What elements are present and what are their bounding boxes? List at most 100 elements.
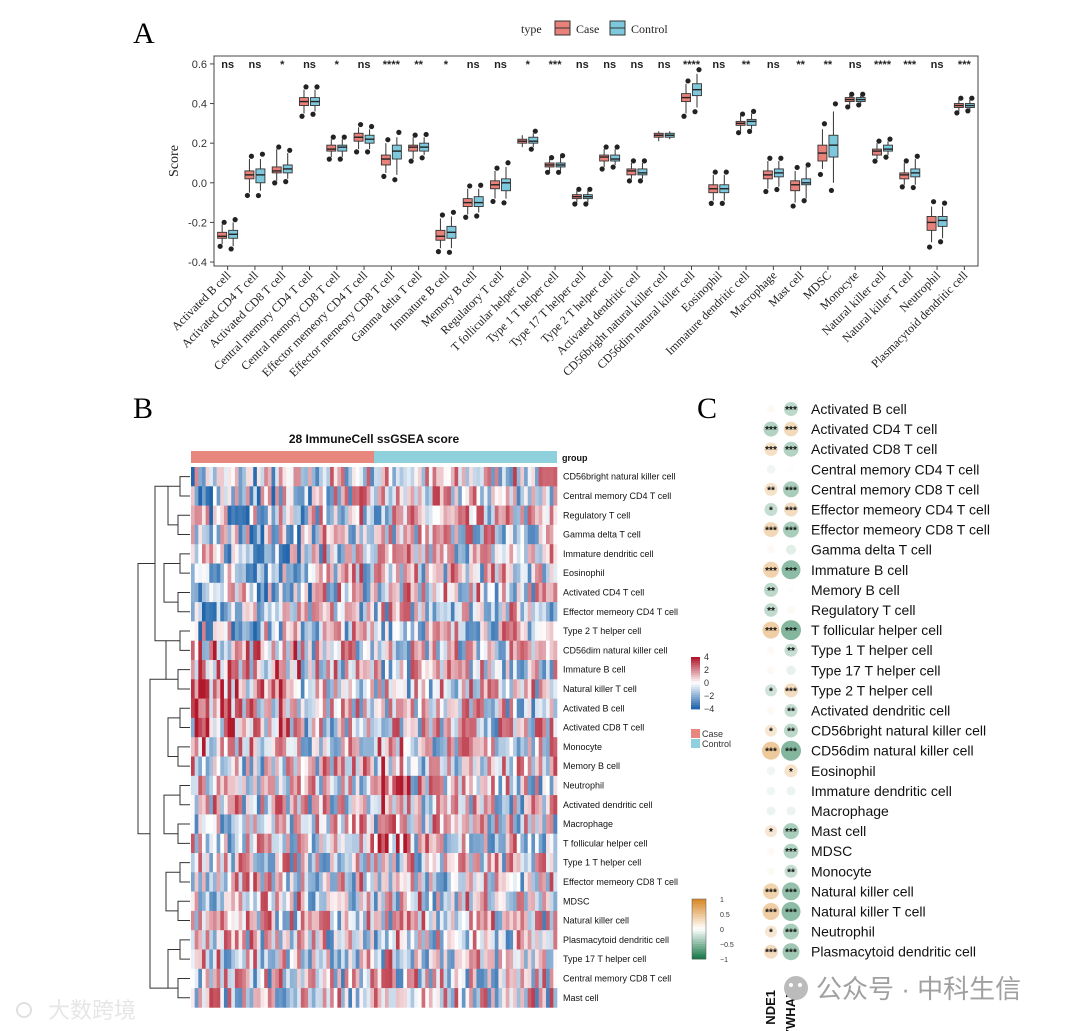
heatmap-cell <box>212 910 217 931</box>
heatmap-cell <box>289 544 294 564</box>
heatmap-cell <box>209 505 214 526</box>
significance-stars: ** <box>767 586 775 597</box>
heatmap-cell <box>403 814 408 834</box>
heatmap-cell <box>293 814 298 834</box>
heatmap-cell <box>330 872 335 892</box>
heatmap-cell <box>491 756 496 777</box>
heatmap-cell <box>344 988 349 1008</box>
heatmap-cell <box>249 582 254 603</box>
heatmap-cell <box>392 486 397 506</box>
heatmap-cell <box>476 563 481 584</box>
heatmap-cell <box>352 660 356 680</box>
heatmap-cell <box>439 524 444 545</box>
heatmap-cell <box>286 949 291 970</box>
heatmap-cell <box>439 968 444 989</box>
heatmap-cell <box>253 602 258 622</box>
heatmap-cell <box>465 640 470 661</box>
heatmap-cell <box>205 660 210 680</box>
heatmap-cell <box>483 930 488 950</box>
case-outlier <box>685 78 691 84</box>
heatmap-cell <box>348 486 353 506</box>
heatmap-cell <box>212 872 217 892</box>
heatmap-cell <box>242 930 247 950</box>
heatmap-cell <box>242 698 247 719</box>
heatmap-cell <box>469 833 474 854</box>
heatmap-cell <box>425 717 430 738</box>
heatmap-cell <box>278 582 283 603</box>
dendrogram-link <box>167 485 180 526</box>
heatmap-cell <box>487 563 492 584</box>
heatmap-cell <box>220 872 225 892</box>
heatmap-cell <box>428 853 433 873</box>
heatmap-cell <box>194 775 199 796</box>
heatmap-cell <box>348 930 353 950</box>
significance-stars: *** <box>785 887 797 898</box>
heatmap-cell <box>337 679 342 699</box>
heatmap-cell <box>535 756 539 777</box>
heatmap-cell <box>406 679 411 699</box>
heatmap-cell <box>421 621 426 641</box>
heatmap-cell <box>527 505 532 526</box>
heatmap-cell <box>304 988 309 1008</box>
heatmap-cell <box>242 756 247 777</box>
heatmap-cell <box>524 717 529 738</box>
dot-row-label: Memory B cell <box>811 582 900 598</box>
heatmap-cell <box>374 930 378 950</box>
heatmap-cell <box>516 505 521 526</box>
significance-stars: *** <box>765 626 777 637</box>
heatmap-cell <box>410 872 415 892</box>
heatmap-cell <box>469 640 474 661</box>
heatmap-cell <box>264 833 269 854</box>
heatmap-cell <box>476 833 481 854</box>
heatmap-cell <box>216 717 221 738</box>
heatmap-cell <box>278 988 283 1008</box>
heatmap-cell <box>469 563 474 584</box>
heatmap-cell <box>447 853 452 873</box>
dot-row-label: Mast cell <box>811 823 866 839</box>
heatmap-cell <box>458 853 463 873</box>
heatmap-cell <box>403 563 408 584</box>
group-legend-swatch-case <box>691 729 700 738</box>
heatmap-cell <box>520 640 525 661</box>
heatmap-cell <box>311 486 316 506</box>
heatmap-cell <box>487 756 492 777</box>
significance-stars: *** <box>785 827 797 838</box>
heatmap-cell <box>253 853 258 873</box>
heatmap-cell <box>374 582 378 603</box>
heatmap-cell <box>260 524 265 545</box>
heatmap-cell <box>414 679 419 699</box>
dendrogram-link <box>177 591 190 613</box>
heatmap-cell <box>341 602 346 622</box>
heatmap-cell <box>487 737 492 757</box>
heatmap-cell <box>450 988 455 1008</box>
heatmap-cell <box>201 486 206 506</box>
heatmap-cell <box>227 756 232 777</box>
control-outlier <box>555 169 562 175</box>
heatmap-cell <box>513 486 518 506</box>
heatmap-cell <box>509 737 514 757</box>
heatmap-cell <box>253 621 258 641</box>
heatmap-cell <box>406 737 411 757</box>
heatmap-cell <box>308 717 313 738</box>
heatmap-cell <box>322 640 327 661</box>
heatmap-cell <box>384 563 389 584</box>
heatmap-cell <box>527 872 532 892</box>
correlation-dot <box>786 665 796 675</box>
heatmap-cell <box>297 949 302 970</box>
heatmap-cell <box>205 563 210 584</box>
heatmap-cell <box>370 505 375 526</box>
heatmap-cell <box>234 698 239 719</box>
group-legend-label-case: Case <box>702 729 723 739</box>
heatmap-cell <box>374 891 378 912</box>
significance-label: ns <box>494 59 507 71</box>
heatmap-cell <box>191 930 195 950</box>
heatmap-cell <box>212 775 217 796</box>
heatmap-cell <box>297 756 302 777</box>
heatmap-cell <box>271 679 276 699</box>
heatmap-cell <box>359 930 364 950</box>
heatmap-cell <box>355 582 360 603</box>
heatmap-cell <box>469 853 474 873</box>
heatmap-cell <box>531 679 536 699</box>
significance-stars: ** <box>767 606 775 617</box>
heatmap-cell <box>542 737 547 757</box>
